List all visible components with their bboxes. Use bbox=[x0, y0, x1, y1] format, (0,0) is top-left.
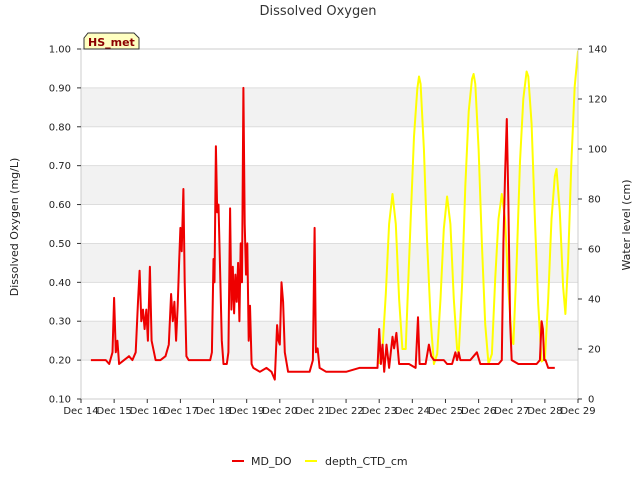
y-tick-label: 1.00 bbox=[49, 45, 71, 56]
plot-frame bbox=[80, 48, 579, 400]
station-badge-shape bbox=[83, 32, 140, 50]
y2-tick-label: 140 bbox=[588, 45, 607, 56]
x-tick-label: Dec 27 bbox=[494, 406, 529, 417]
plot-band bbox=[81, 87, 578, 127]
y2-tick-label: 60 bbox=[588, 245, 601, 256]
series-line-depth-ctd-cm bbox=[378, 50, 578, 365]
y-tick-label: 0.90 bbox=[49, 83, 71, 94]
y2-tick-label: 0 bbox=[588, 395, 594, 406]
plot-band bbox=[81, 49, 578, 88]
x-tick-label: Dec 15 bbox=[97, 406, 132, 417]
x-tick-label: Dec 16 bbox=[130, 406, 165, 417]
y2-tick-label: 40 bbox=[588, 295, 601, 306]
x-tick-label: Dec 20 bbox=[262, 406, 297, 417]
series-line-md-do bbox=[90, 86, 555, 381]
x-tick-label: Dec 21 bbox=[295, 406, 330, 417]
y-tick-label: 0.80 bbox=[49, 122, 71, 133]
legend: MD_DO depth_CTD_cm bbox=[232, 455, 408, 468]
y2-tick-label: 20 bbox=[588, 345, 601, 356]
plot-band bbox=[81, 360, 578, 399]
y-axis-right-title: Water level (cm) bbox=[620, 179, 633, 270]
y2-tick-label: 120 bbox=[588, 95, 607, 106]
chart-title: Dissolved Oxygen bbox=[260, 4, 377, 19]
y-tick-label: 0.70 bbox=[49, 161, 71, 172]
legend-label-md-do: MD_DO bbox=[251, 455, 292, 468]
station-badge-label: HS_met bbox=[88, 36, 135, 49]
y-tick-label: 0.20 bbox=[49, 356, 71, 367]
x-tick-label: Dec 14 bbox=[63, 406, 98, 417]
x-tick-label: Dec 25 bbox=[428, 406, 463, 417]
y-axis-left-title: Dissolved Oxygen (mg/L) bbox=[8, 158, 21, 297]
y2-tick-label: 100 bbox=[588, 145, 607, 156]
x-tick-label: Dec 18 bbox=[196, 406, 231, 417]
y-tick-label: 0.60 bbox=[49, 200, 71, 211]
series-layer bbox=[90, 50, 578, 381]
x-tick-label: Dec 19 bbox=[229, 406, 264, 417]
station-badge: HS_met bbox=[83, 32, 140, 50]
y2-tick-label: 80 bbox=[588, 195, 601, 206]
plot-band bbox=[81, 165, 578, 205]
legend-label-depth-ctd: depth_CTD_cm bbox=[325, 455, 408, 468]
y-tick-label: 0.10 bbox=[49, 395, 71, 406]
y-tick-label: 0.50 bbox=[49, 239, 71, 250]
x-tick-label: Dec 26 bbox=[461, 406, 496, 417]
plot-background-bands bbox=[81, 49, 578, 399]
x-tick-label: Dec 24 bbox=[395, 406, 430, 417]
plot-band bbox=[81, 204, 578, 244]
y-axis-right: 0 20 40 60 80 100 120 140 bbox=[578, 45, 607, 406]
plot-band bbox=[81, 321, 578, 361]
x-tick-label: Dec 29 bbox=[560, 406, 595, 417]
y-tick-label: 0.40 bbox=[49, 278, 71, 289]
x-tick-label: Dec 23 bbox=[362, 406, 397, 417]
y-tick-label: 0.30 bbox=[49, 317, 71, 328]
x-tick-label: Dec 17 bbox=[163, 406, 198, 417]
x-tick-label: Dec 28 bbox=[527, 406, 562, 417]
plot-band bbox=[81, 126, 578, 166]
y-axis-left: 0.10 0.20 0.30 0.40 0.50 0.60 0.70 0.80 0.90 1.00 bbox=[49, 45, 81, 406]
x-tick-label: Dec 22 bbox=[328, 406, 363, 417]
